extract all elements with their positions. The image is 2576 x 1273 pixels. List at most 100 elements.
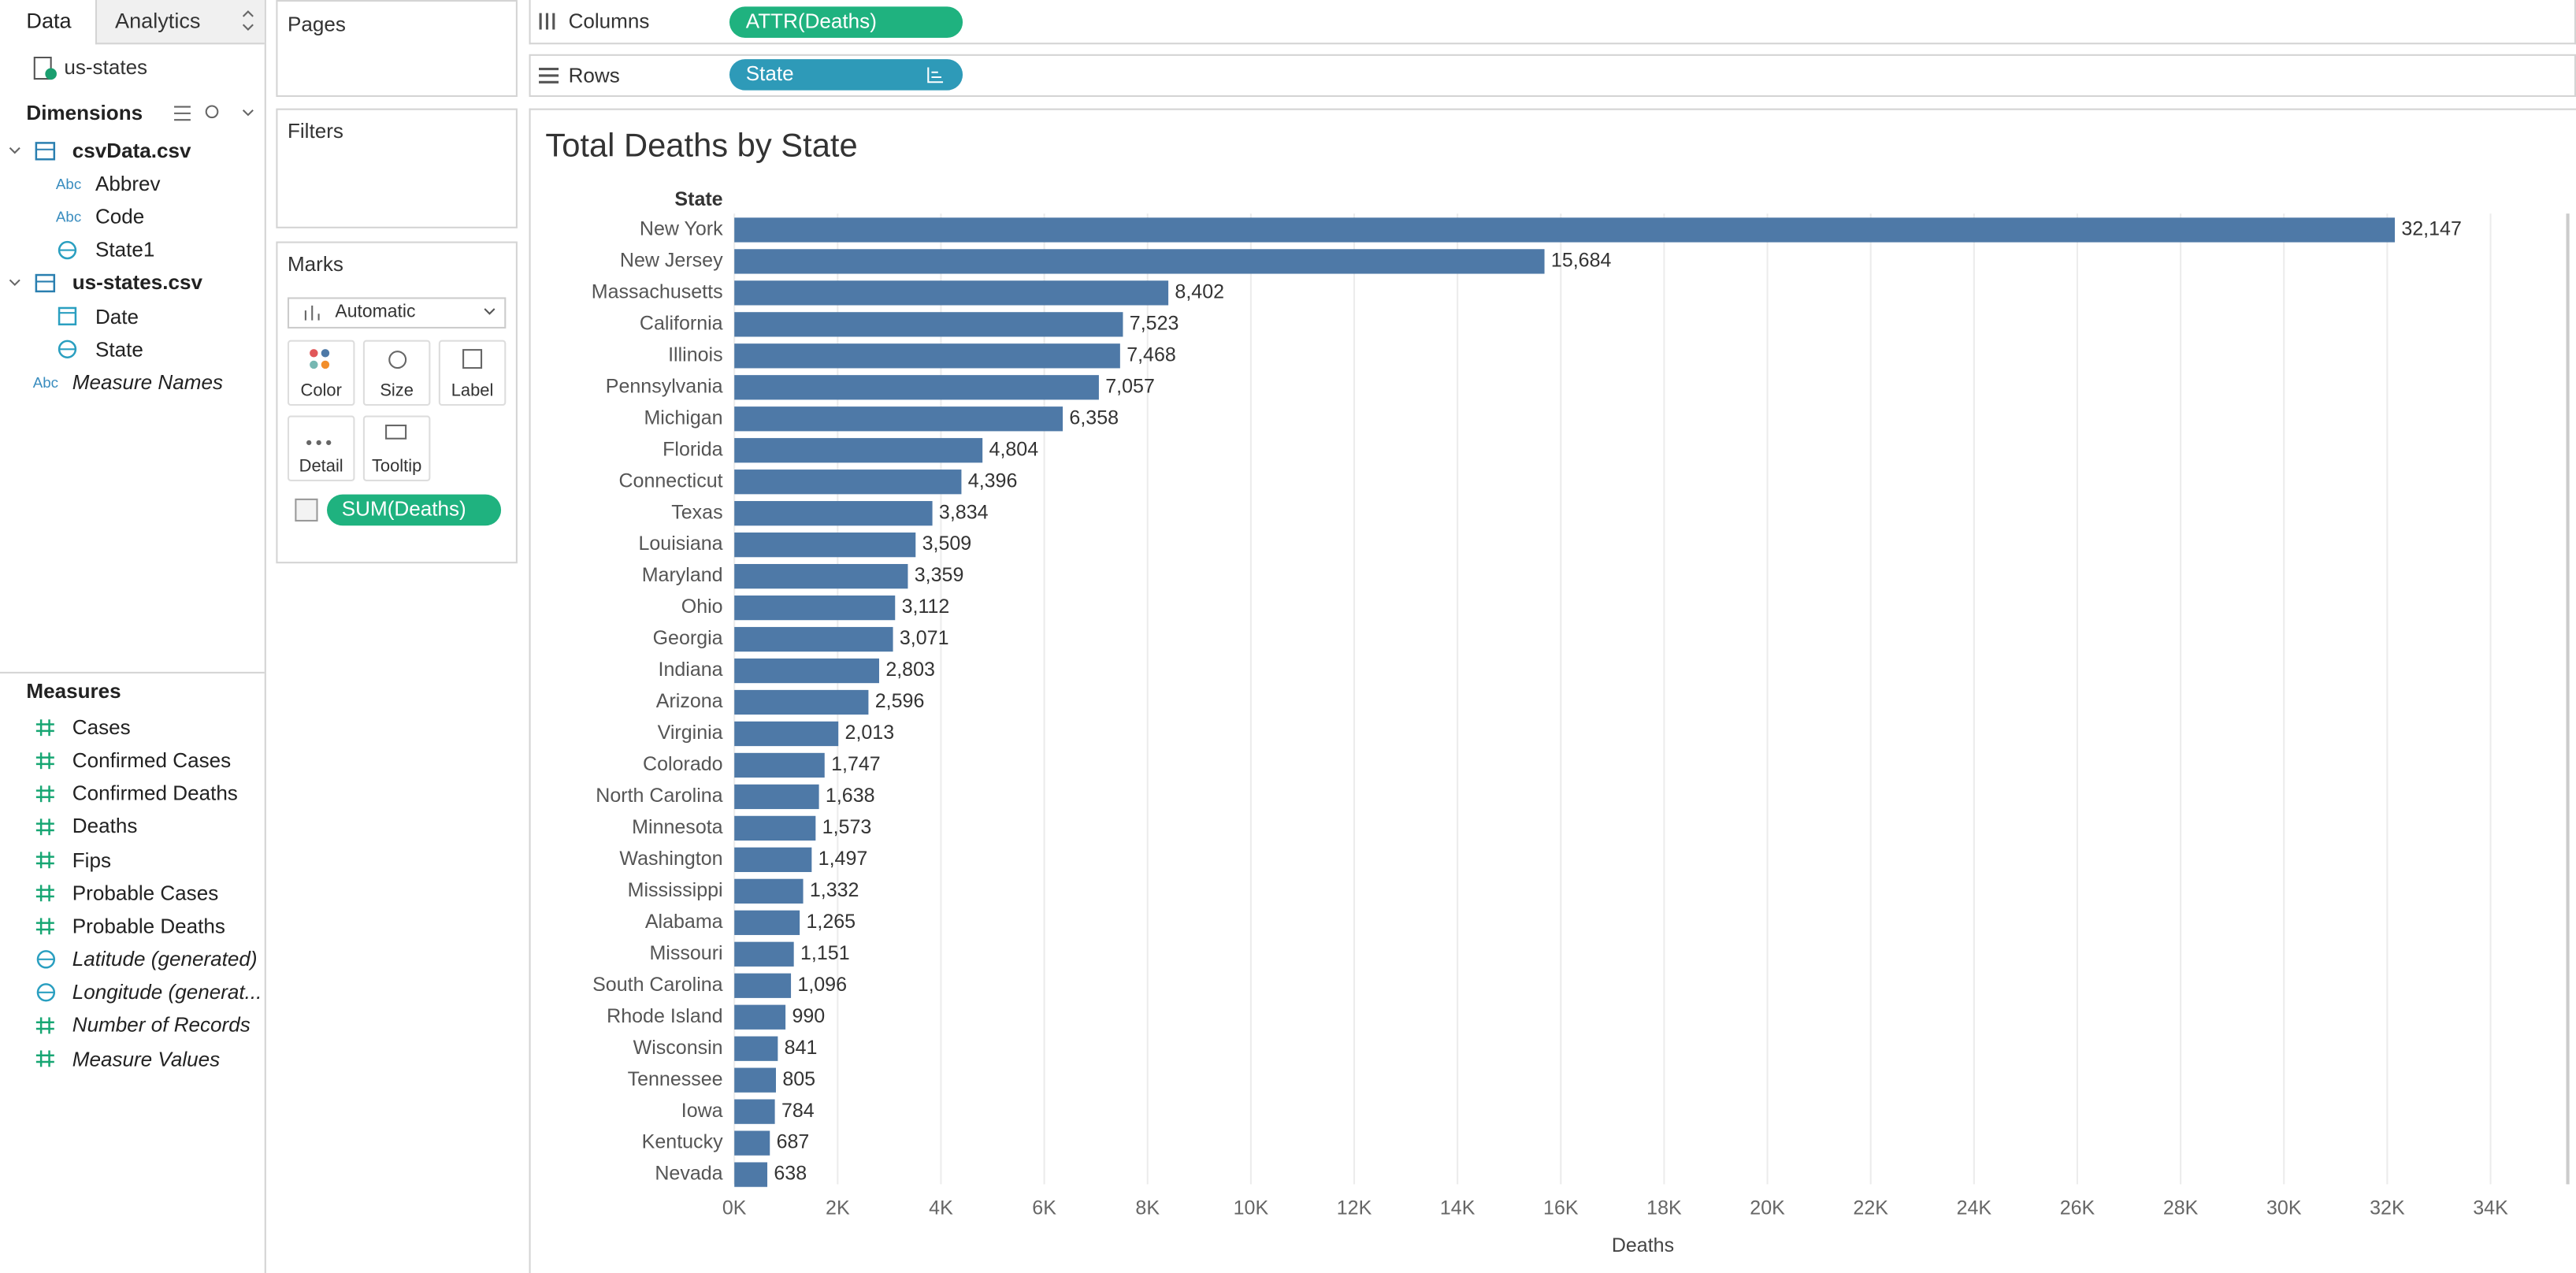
pill-text[interactable]: SUM(Deaths) bbox=[341, 497, 466, 521]
data-source[interactable]: us-states bbox=[64, 55, 148, 80]
sort-icon bbox=[927, 67, 944, 84]
field-name[interactable]: Date bbox=[95, 304, 139, 328]
value-label: 3,112 bbox=[902, 596, 950, 618]
y-tick-label: Minnesota bbox=[632, 816, 723, 838]
bar bbox=[734, 406, 1063, 432]
bar bbox=[734, 533, 916, 558]
bar bbox=[734, 910, 800, 935]
pages-shelf[interactable] bbox=[276, 0, 518, 98]
field-name[interactable]: Measure Values bbox=[72, 1047, 221, 1071]
columns-pill[interactable] bbox=[729, 6, 963, 38]
rows-shelf[interactable] bbox=[529, 54, 2576, 98]
tab-arrows bbox=[242, 10, 254, 32]
field-name[interactable]: Code bbox=[95, 206, 145, 229]
marks-button[interactable] bbox=[287, 340, 355, 406]
field-name[interactable]: State bbox=[95, 337, 143, 361]
value-label: 8,402 bbox=[1175, 280, 1224, 302]
color-dot bbox=[310, 349, 318, 358]
field-name[interactable]: Confirmed Cases bbox=[72, 749, 232, 773]
marks-button-label[interactable]: Tooltip bbox=[371, 456, 422, 477]
dimension-tools bbox=[174, 106, 254, 121]
label-glyph bbox=[462, 349, 483, 369]
y-tick-label: Alabama bbox=[645, 911, 723, 933]
x-tick-label: 32K bbox=[2370, 1197, 2405, 1219]
bar bbox=[734, 784, 819, 810]
columns-shelf[interactable] bbox=[529, 0, 2576, 45]
value-label: 687 bbox=[777, 1131, 810, 1153]
chevron bbox=[9, 279, 20, 287]
bar bbox=[734, 469, 962, 495]
field-name[interactable]: Probable Cases bbox=[72, 881, 219, 905]
value-label: 1,497 bbox=[818, 848, 868, 870]
mark-type[interactable]: Automatic bbox=[335, 302, 416, 322]
field-name[interactable]: Probable Deaths bbox=[72, 915, 225, 938]
field-name[interactable]: State1 bbox=[95, 238, 155, 262]
pill-text[interactable]: State bbox=[745, 62, 794, 86]
y-tick-label: Georgia bbox=[653, 627, 723, 649]
x-tick-label: 30K bbox=[2266, 1197, 2302, 1219]
view-pane bbox=[529, 108, 2576, 1273]
y-tick-label: Tennessee bbox=[628, 1068, 723, 1090]
value-label: 1,332 bbox=[810, 879, 859, 901]
marks-button-label[interactable]: Detail bbox=[299, 456, 343, 477]
text-encoding-icon bbox=[295, 498, 318, 522]
table-name[interactable]: us-states.csv bbox=[72, 271, 202, 295]
marks-button[interactable] bbox=[362, 340, 431, 406]
value-label: 990 bbox=[792, 1005, 825, 1027]
sum-deaths-pill[interactable] bbox=[327, 494, 502, 526]
marks-button-label[interactable]: Color bbox=[300, 380, 342, 401]
x-tick-label: 18K bbox=[1646, 1197, 1682, 1219]
y-tick-label: Maryland bbox=[642, 564, 723, 586]
rows-pill[interactable] bbox=[729, 59, 963, 91]
bar bbox=[734, 721, 839, 747]
x-tick-label: 6K bbox=[1032, 1197, 1056, 1219]
marks-button[interactable] bbox=[287, 415, 355, 481]
tab-data[interactable]: Data bbox=[26, 8, 72, 33]
field-name[interactable]: Confirmed Deaths bbox=[72, 782, 238, 806]
field-name[interactable]: Abbrev bbox=[95, 173, 161, 196]
marks-button-label[interactable]: Size bbox=[380, 380, 414, 401]
y-tick-label: New Jersey bbox=[620, 250, 723, 272]
y-tick-label: Mississippi bbox=[628, 879, 723, 901]
bar bbox=[734, 1004, 786, 1030]
field-name[interactable]: Deaths bbox=[72, 815, 138, 839]
y-tick-label: Indiana bbox=[659, 659, 723, 681]
field-name[interactable]: Cases bbox=[72, 716, 131, 740]
x-tick-label: 2K bbox=[826, 1197, 850, 1219]
x-tick-label: 10K bbox=[1234, 1197, 1269, 1219]
search-icon bbox=[205, 105, 219, 119]
tab-analytics[interactable]: Analytics bbox=[114, 8, 201, 33]
y-tick-label: South Carolina bbox=[592, 974, 723, 996]
marks-button[interactable] bbox=[362, 415, 431, 481]
bar bbox=[734, 658, 879, 684]
field-name[interactable]: Number of Records bbox=[72, 1014, 251, 1037]
y-tick-label: Florida bbox=[663, 438, 723, 460]
mark-type-dropdown[interactable] bbox=[287, 297, 507, 329]
table-name[interactable]: csvData.csv bbox=[72, 139, 191, 163]
rows-icon bbox=[539, 68, 559, 84]
date-icon bbox=[58, 306, 77, 326]
dropdown-arrow bbox=[484, 308, 496, 315]
x-tick-label: 12K bbox=[1337, 1197, 1372, 1219]
bar bbox=[734, 752, 825, 778]
y-tick-label: New York bbox=[640, 218, 723, 240]
size-glyph bbox=[388, 351, 407, 369]
y-tick-label: Connecticut bbox=[618, 469, 722, 492]
bar bbox=[734, 217, 2396, 243]
y-header: State bbox=[674, 188, 722, 210]
field-name[interactable]: Measure Names bbox=[72, 370, 224, 394]
value-label: 32,147 bbox=[2401, 218, 2462, 240]
y-tick-label: Michigan bbox=[644, 406, 722, 429]
filters-shelf[interactable] bbox=[276, 108, 518, 228]
field-name[interactable]: Latitude (generated) bbox=[72, 948, 258, 971]
field-name[interactable]: Longitude (generat... bbox=[72, 981, 262, 1004]
bar bbox=[734, 438, 983, 463]
value-label: 1,265 bbox=[806, 911, 856, 933]
string-icon: Abc bbox=[55, 209, 82, 226]
pill-text[interactable]: ATTR(Deaths) bbox=[745, 9, 877, 33]
marks-button-label[interactable]: Label bbox=[451, 380, 494, 401]
field-name[interactable]: Fips bbox=[72, 848, 112, 872]
marks-button[interactable] bbox=[438, 340, 507, 406]
